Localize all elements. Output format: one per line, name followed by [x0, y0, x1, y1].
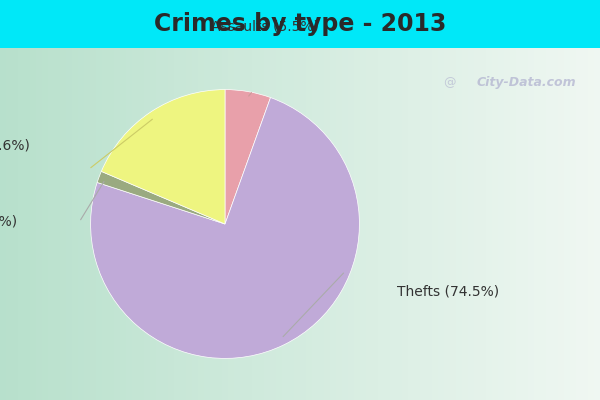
Text: Burglaries (18.6%): Burglaries (18.6%)	[0, 139, 30, 153]
Text: @: @	[443, 76, 456, 89]
Wedge shape	[91, 98, 359, 358]
Text: Assaults (5.5%): Assaults (5.5%)	[211, 19, 319, 33]
Wedge shape	[97, 171, 225, 224]
Wedge shape	[101, 90, 225, 224]
Text: Auto thefts (1.4%): Auto thefts (1.4%)	[0, 214, 17, 228]
Text: Crimes by type - 2013: Crimes by type - 2013	[154, 12, 446, 36]
Text: City-Data.com: City-Data.com	[476, 76, 576, 89]
Text: Thefts (74.5%): Thefts (74.5%)	[397, 284, 499, 298]
Wedge shape	[225, 90, 271, 224]
